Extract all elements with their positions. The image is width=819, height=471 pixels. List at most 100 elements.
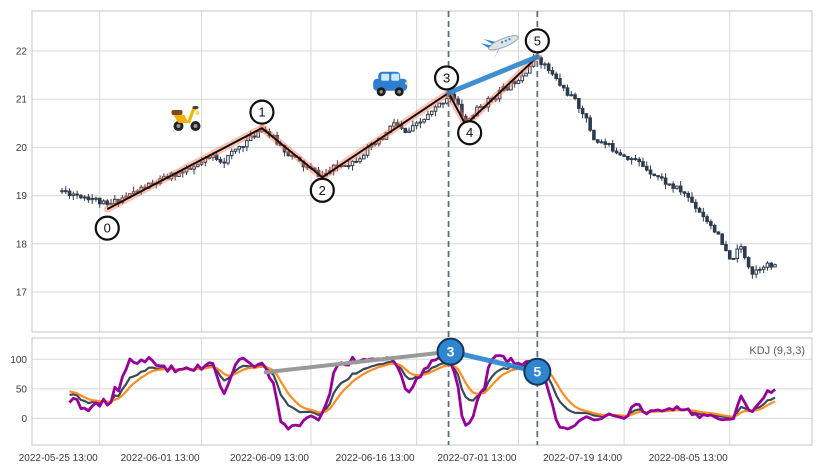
candle-body <box>724 243 728 252</box>
candle-body <box>207 156 211 159</box>
wave-circle <box>524 28 550 54</box>
wave-marker-1: 1 <box>249 99 275 125</box>
candle-body <box>595 139 600 143</box>
candle-body <box>444 98 449 104</box>
candle-body <box>678 185 683 193</box>
kdj-gray-trendline <box>263 349 453 375</box>
candle-body <box>599 141 604 144</box>
candle-body <box>260 129 264 133</box>
candle-body <box>705 216 709 223</box>
candle-body <box>527 65 532 74</box>
candle-body <box>426 114 430 121</box>
candle-body <box>769 262 774 268</box>
candle-body <box>641 161 645 167</box>
wave-circle <box>94 215 120 241</box>
candle-body <box>429 110 434 116</box>
wave-number: 4 <box>466 125 473 140</box>
candle-body <box>743 246 747 259</box>
candle-body <box>550 69 555 75</box>
candle-body <box>226 155 230 164</box>
candle-body <box>180 171 185 174</box>
price-y-tick-label: 21 <box>16 95 28 106</box>
kdj-marker-circle <box>436 337 465 366</box>
wave-marker-5: 5 <box>524 28 550 54</box>
wave-marker-4: 4 <box>457 120 483 146</box>
kdj-marker-number: 5 <box>533 364 541 380</box>
kdj-line-J <box>68 354 776 431</box>
impulse-wave-overlay <box>103 53 541 213</box>
candle-body <box>746 257 751 268</box>
candle-body <box>626 155 630 160</box>
candle-body <box>569 94 574 97</box>
candle-body <box>256 131 260 138</box>
candle-body <box>750 266 755 275</box>
candle-body <box>177 172 181 177</box>
candle-body <box>71 193 76 197</box>
candle-body <box>67 190 72 197</box>
candle-body <box>350 160 355 167</box>
candle-body <box>644 165 649 171</box>
candle-body <box>709 221 713 226</box>
candle-body <box>90 198 94 201</box>
candle-body <box>286 151 291 157</box>
candle-body <box>701 211 706 218</box>
candle-body <box>580 107 585 115</box>
candle-body <box>97 197 102 205</box>
kdj-y-tick-label: 50 <box>16 384 28 395</box>
candle-body <box>290 154 294 157</box>
candle-body <box>82 196 87 199</box>
candle-body <box>505 86 509 91</box>
wave-number: 0 <box>104 221 111 236</box>
candle-body <box>660 176 664 179</box>
candle-body <box>411 125 415 132</box>
candle-body <box>607 143 611 146</box>
price-y-tick-label: 22 <box>16 47 28 58</box>
candle-body <box>343 165 347 168</box>
candle-body <box>437 102 442 108</box>
kdj-blue-trendline <box>448 349 540 375</box>
x-tick-label: 2022-06-01 13:00 <box>121 453 200 464</box>
candle-body <box>516 80 521 85</box>
candle-body <box>667 183 672 186</box>
candle-body <box>101 200 106 205</box>
candle-body <box>94 197 98 200</box>
candle-body <box>561 84 566 89</box>
candle-body <box>113 198 117 204</box>
wave-marker-2: 2 <box>309 177 335 203</box>
candle-body <box>735 248 740 259</box>
wave-number: 5 <box>534 33 541 48</box>
candle-body <box>716 231 721 235</box>
candle-body <box>241 145 245 148</box>
candle-body <box>395 122 400 126</box>
candle-body <box>214 154 219 161</box>
candle-body <box>252 135 257 138</box>
candle-body <box>554 73 558 80</box>
candle-body <box>441 102 445 105</box>
candle-body <box>675 185 679 189</box>
candle-body <box>63 190 68 193</box>
wave-marker-0: 0 <box>94 215 120 241</box>
candle-body <box>690 196 694 203</box>
candle-body <box>229 150 234 157</box>
candle-body <box>712 224 717 233</box>
candle-body <box>414 122 419 127</box>
wave-number: 3 <box>443 70 450 85</box>
scooter-icon <box>171 106 201 132</box>
wave-circle <box>457 120 483 146</box>
candle-body <box>539 57 543 65</box>
candle-body <box>671 183 675 189</box>
candle-body <box>218 159 223 163</box>
candle-body <box>739 246 743 250</box>
candle-body <box>222 161 227 164</box>
candle-body <box>248 135 253 142</box>
candle-body <box>188 167 193 170</box>
candle-body <box>754 269 758 275</box>
x-tick-label: 2022-06-09 13:00 <box>230 453 309 464</box>
wave-marker-3: 3 <box>433 65 460 91</box>
wave-circle <box>309 177 335 203</box>
candle-body <box>720 233 724 245</box>
candle-body <box>731 257 736 260</box>
